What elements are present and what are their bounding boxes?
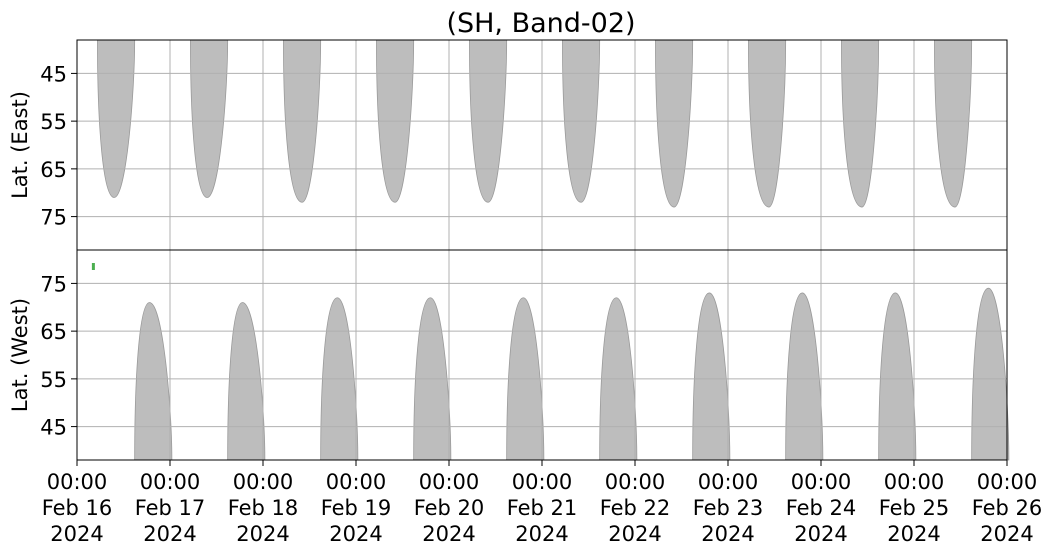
x-tick-year: 2024 [608,522,661,546]
y-axis-label: Lat. (East) [8,91,32,199]
y-axis-label: Lat. (West) [8,298,32,412]
swath-west-10 [971,287,1010,461]
y-tick-label: 75 [40,272,67,296]
panel-east: 45 55 65 75 Lat. (East) [8,39,1008,251]
x-tick-year: 2024 [794,522,847,546]
swath-west-2 [227,302,266,461]
data-mark-green [91,263,95,270]
swath-west-7 [692,292,731,461]
x-tick-date: Feb 26 [972,496,1043,520]
x-tick-year: 2024 [329,522,382,546]
x-tick-date: Feb 20 [414,496,485,520]
y-tick-label: 55 [40,368,67,392]
x-tick-year: 2024 [422,522,475,546]
x-tick-date: Feb 16 [42,496,113,520]
x-tick-year: 2024 [143,522,196,546]
x-tick-year: 2024 [515,522,568,546]
y-tick-label: 45 [40,416,67,440]
x-tick-date: Feb 17 [135,496,206,520]
x-tick-date: Feb 25 [879,496,950,520]
x-tick-time: 00:00 [791,470,852,494]
panel-west: 75 65 55 45 Lat. (West) [8,249,1010,461]
swath-west-9 [878,292,917,461]
swath-east-7 [655,39,694,208]
x-tick-time: 00:00 [326,470,387,494]
swath-east-10 [934,39,973,208]
x-tick-time: 00:00 [884,470,945,494]
swath-east-2 [190,39,229,198]
y-tick-label: 65 [40,320,67,344]
y-tick-label: 55 [40,110,67,134]
y-tick-label: 75 [40,206,67,230]
x-tick-year: 2024 [887,522,940,546]
x-tick-time: 00:00 [419,470,480,494]
swath-east-8 [748,39,787,208]
x-tick-time: 00:00 [605,470,666,494]
x-tick-time: 00:00 [140,470,201,494]
x-tick-time: 00:00 [512,470,573,494]
x-tick-time: 00:00 [47,470,108,494]
x-tick-date: Feb 18 [228,496,299,520]
swath-east-9 [841,39,880,208]
x-tick-year: 2024 [236,522,289,546]
chart-title: (SH, Band-02) [446,8,635,39]
x-tick-date: Feb 24 [786,496,857,520]
x-tick-time: 00:00 [233,470,294,494]
swath-west-8 [785,292,824,461]
y-tick-label: 65 [40,158,67,182]
x-tick-time: 00:00 [698,470,759,494]
x-tick-date: Feb 23 [693,496,764,520]
swath-west-1 [134,302,173,461]
x-tick-date: Feb 22 [600,496,671,520]
x-tick-date: Feb 19 [321,496,392,520]
x-tick-year: 2024 [50,522,103,546]
x-tick-year: 2024 [980,522,1033,546]
y-tick-label: 45 [40,62,67,86]
x-tick-year: 2024 [701,522,754,546]
x-tick-time: 00:00 [977,470,1038,494]
swath-east-1 [97,39,136,198]
x-tick-date: Feb 21 [507,496,578,520]
